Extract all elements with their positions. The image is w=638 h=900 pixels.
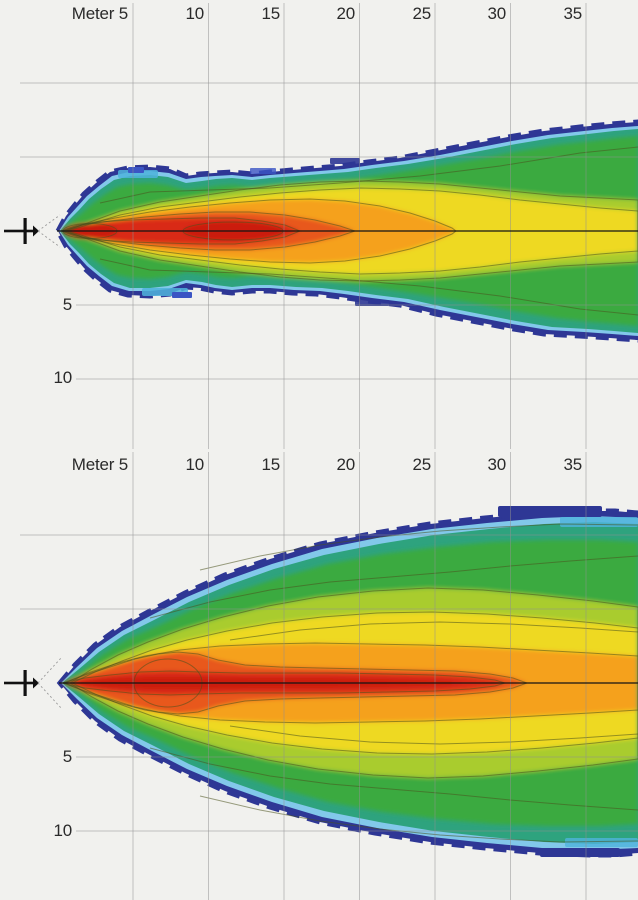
- y-tick-label: 5: [63, 295, 72, 314]
- x-tick-label: 25: [412, 455, 431, 474]
- x-tick-label: Meter 5: [72, 455, 128, 474]
- loudspeaker-icon: [4, 218, 39, 244]
- x-axis-labels-narrow: Meter 5 10 15 20 25 30 35: [72, 4, 582, 23]
- x-tick-label: Meter 5: [72, 4, 128, 23]
- grid-horizontal-lines: [20, 534, 638, 832]
- contour-lines-wide: [61, 523, 638, 843]
- navy-cap: [540, 848, 620, 857]
- dispersion-plot-wide: Meter 5 10 15 20 25 30 35 5 10: [4, 452, 638, 900]
- x-tick-label: 10: [185, 455, 204, 474]
- grid-vertical-lines: [132, 452, 587, 900]
- aiming-lines: [37, 656, 63, 710]
- aiming-lines: [37, 214, 61, 248]
- y-tick-label: 10: [53, 821, 72, 840]
- x-tick-label: 35: [563, 4, 582, 23]
- x-tick-label: 15: [261, 455, 280, 474]
- y-axis-labels-wide: 5 10: [53, 747, 72, 840]
- cyan-patch: [560, 517, 638, 527]
- navy-step: [330, 158, 360, 164]
- cyan-patch: [565, 838, 638, 847]
- x-tick-label: 10: [185, 4, 204, 23]
- blue-patch: [128, 167, 144, 173]
- x-tick-label: 20: [336, 4, 355, 23]
- beam-heatmap-wide: [60, 506, 638, 857]
- navy-cap: [498, 506, 602, 517]
- loudspeaker-icon: [4, 670, 39, 696]
- blue-patch: [172, 292, 192, 298]
- grid-horizontal-lines: [20, 82, 638, 380]
- y-tick-label: 10: [53, 368, 72, 387]
- dispersion-plot-narrow: Meter 5 10 15 20 25 30 35 5 10: [4, 3, 638, 449]
- x-tick-label: 15: [261, 4, 280, 23]
- y-axis-labels-narrow: 5 10: [53, 295, 72, 387]
- x-tick-label: 30: [487, 4, 506, 23]
- x-tick-label: 30: [487, 455, 506, 474]
- y-tick-label: 5: [63, 747, 72, 766]
- x-tick-label: 20: [336, 455, 355, 474]
- x-axis-labels-wide: Meter 5 10 15 20 25 30 35: [72, 455, 582, 474]
- blue-patch: [250, 168, 276, 174]
- x-tick-label: 25: [412, 4, 431, 23]
- x-tick-label: 35: [563, 455, 582, 474]
- grid-vertical-lines: [132, 3, 587, 449]
